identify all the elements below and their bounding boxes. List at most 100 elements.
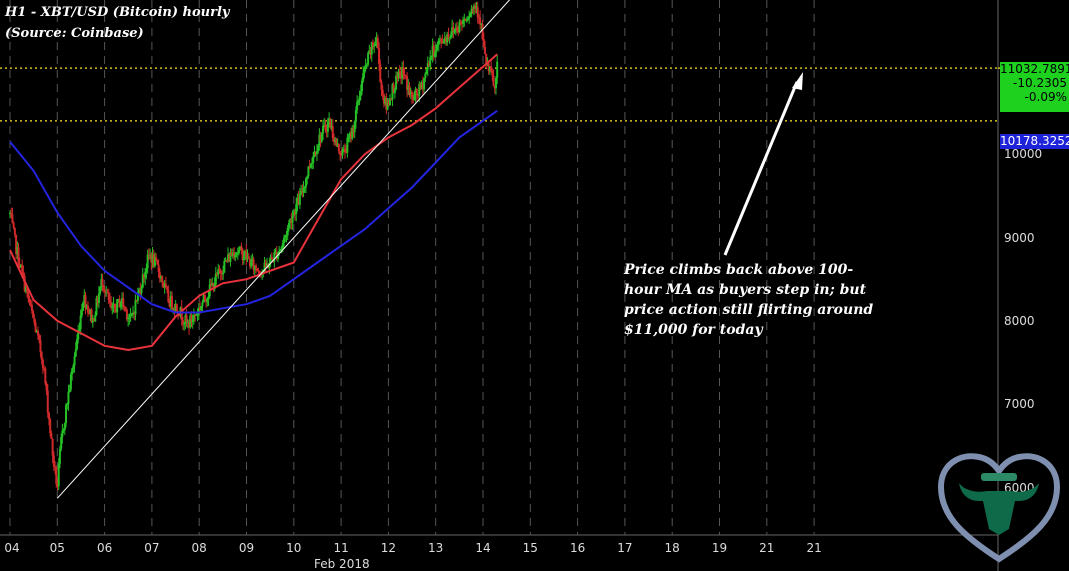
candle-body (311, 162, 314, 164)
ma200-line (9, 109, 498, 314)
candle-body (345, 152, 348, 154)
candle-body (220, 273, 223, 275)
candle-body (485, 53, 488, 65)
candle-body (134, 299, 137, 315)
candle-body (142, 274, 145, 278)
candle-body (319, 134, 322, 142)
candle-body (172, 308, 175, 310)
candle-body (466, 18, 469, 21)
candle-body (18, 264, 21, 268)
candle-body (334, 139, 337, 142)
candle-body (32, 311, 35, 318)
candle-body (106, 292, 109, 294)
candle-body (110, 302, 113, 308)
candle-body (102, 285, 105, 291)
candle-body (22, 271, 25, 276)
candle-body (46, 390, 49, 413)
candle-body (346, 137, 349, 153)
candle-body (16, 247, 19, 254)
candle-body (116, 299, 119, 313)
candle-body (474, 5, 477, 9)
candle-body (217, 269, 220, 275)
candle-body (133, 312, 136, 315)
candle-body (88, 312, 91, 314)
candle-body (491, 70, 494, 76)
candle-body (481, 23, 484, 40)
candle-body (313, 151, 316, 157)
candle-body (33, 317, 36, 323)
candle-body (149, 254, 152, 256)
candle-body (37, 331, 40, 336)
candle-body (107, 292, 110, 300)
candle-body (242, 256, 245, 261)
candle-body (362, 73, 365, 81)
candle-body (303, 187, 306, 189)
candle-body (84, 294, 87, 309)
candle-body (331, 125, 334, 139)
candle-body (404, 75, 407, 77)
x-tick-label: 13 (428, 541, 444, 555)
candle-body (161, 276, 164, 283)
candle-body (94, 314, 97, 322)
candle-body (417, 94, 420, 96)
candle-body (457, 30, 460, 33)
x-tick-label: 11 (333, 541, 349, 555)
candle-body (402, 67, 405, 75)
candle-body (157, 264, 160, 272)
candle-body (10, 212, 13, 215)
candle-body (250, 260, 253, 267)
candle-body (330, 125, 333, 128)
candle-body (496, 61, 499, 78)
candle-body (62, 429, 65, 431)
x-tick-label: 18 (664, 541, 680, 555)
candle-body (225, 260, 228, 262)
candle-body (77, 330, 80, 340)
chart-subtitle: (Source: Coinbase) (5, 26, 144, 41)
candle-body (196, 314, 199, 316)
candle-body (389, 98, 392, 106)
candle-body (251, 259, 254, 261)
candle-body (351, 128, 354, 139)
candle-body (269, 257, 272, 263)
candle-body (322, 126, 325, 134)
candle-body (441, 40, 444, 44)
candle-body (314, 151, 317, 155)
candle-body (28, 298, 31, 304)
candle-body (140, 287, 143, 294)
candle-body (195, 314, 198, 316)
x-tick-label: 06 (96, 541, 113, 555)
candle-body (270, 257, 273, 260)
candle-body (44, 368, 47, 384)
candle-body (451, 27, 454, 35)
candle-body (185, 315, 188, 323)
candle-body (247, 256, 250, 259)
candle-body (430, 55, 433, 58)
candle-body (289, 219, 292, 224)
trendline (56, 0, 511, 499)
candle-body (290, 219, 293, 224)
candle-body (223, 260, 226, 273)
candle-body (296, 197, 299, 205)
candle-body (128, 317, 131, 319)
candle-body (347, 137, 350, 139)
candle-body (415, 88, 418, 95)
candle-body (52, 455, 55, 467)
candle-body (356, 101, 359, 111)
candle-body (339, 151, 342, 155)
candle-body (236, 253, 239, 255)
candle-body (93, 318, 96, 322)
candle-body (380, 81, 383, 90)
candle-body (108, 299, 111, 303)
candle-body (348, 132, 351, 138)
candle-body (357, 101, 360, 103)
candle-body (298, 193, 301, 205)
candle-body (284, 235, 287, 238)
candle-body (218, 269, 221, 271)
candle-body (67, 391, 70, 405)
candle-body (65, 404, 68, 424)
candle-body (488, 66, 491, 72)
candle-body (241, 249, 244, 261)
candle-body (71, 368, 74, 375)
candle-body (156, 259, 159, 265)
candle-body (473, 5, 476, 9)
